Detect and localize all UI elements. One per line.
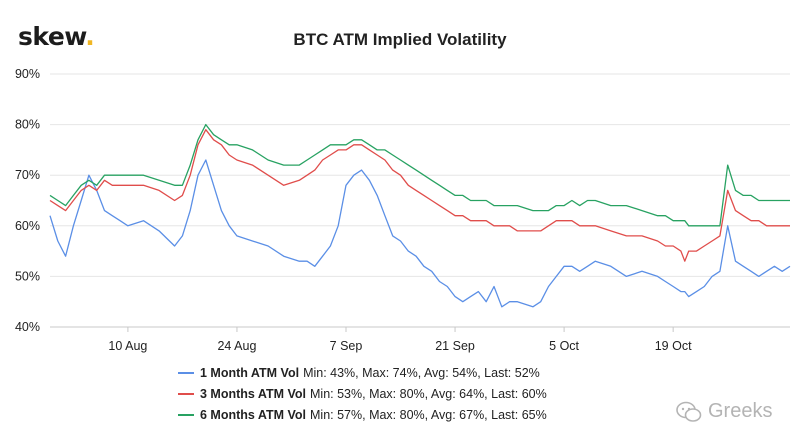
legend-line-swatch: [178, 392, 194, 395]
chart-plot: 40% 50% 60% 70% 80% 90% 10 Aug 24 Aug 7 Sep 21 Se…: [15, 67, 791, 353]
y-tick-label: 80%: [15, 118, 40, 132]
y-tick-label: 40%: [15, 320, 40, 334]
skew-logo: skew.: [18, 22, 95, 51]
series-line-3: [49, 123, 790, 227]
legend-line-swatch: [178, 371, 194, 374]
wechat-icon: [676, 401, 702, 422]
grid-layer: [50, 73, 790, 328]
legend-item[interactable]: 6 Months ATM Vol Min: 57%, Max: 80%, Avg:…: [178, 404, 547, 425]
x-tick-label: 19 Oct: [655, 339, 692, 353]
logo-dot: .: [85, 22, 95, 51]
y-tick-label: 90%: [15, 67, 40, 81]
series-layer: [49, 123, 791, 308]
watermark: Greeks: [676, 400, 772, 423]
legend-series-name: 6 Months ATM Vol: [200, 407, 307, 422]
x-tick-label: 7 Sep: [330, 339, 363, 353]
axis-layer: 40% 50% 60% 70% 80% 90% 10 Aug 24 Aug 7 Sep 21 Se…: [15, 67, 790, 353]
y-tick-label: 60%: [15, 219, 40, 233]
chart-title: BTC ATM Implied Volatility: [293, 30, 507, 49]
x-tick-label: 10 Aug: [108, 339, 147, 353]
legend-series-name: 3 Months ATM Vol: [200, 386, 307, 401]
legend-item[interactable]: 3 Months ATM Vol Min: 53%, Max: 80%, Avg:…: [178, 383, 547, 404]
legend-series-stats: Min: 53%, Max: 80%, Avg: 64%, Last: 60%: [310, 386, 547, 401]
chart-legend: 1 Month ATM Vol Min: 43%, Max: 74%, Avg: …: [178, 362, 547, 425]
series-line-2: [49, 129, 790, 262]
x-tick-label: 21 Sep: [435, 339, 475, 353]
y-tick-label: 50%: [15, 269, 40, 283]
x-tick-label: 5 Oct: [549, 339, 579, 353]
legend-series-stats: Min: 43%, Max: 74%, Avg: 54%, Last: 52%: [303, 365, 540, 380]
y-tick-label: 70%: [15, 168, 40, 182]
legend-line-swatch: [178, 413, 194, 416]
legend-series-stats: Min: 57%, Max: 80%, Avg: 67%, Last: 65%: [310, 407, 547, 422]
legend-item[interactable]: 1 Month ATM Vol Min: 43%, Max: 74%, Avg: …: [178, 362, 547, 383]
series-line-1: [49, 159, 791, 308]
x-tick-label: 24 Aug: [217, 339, 256, 353]
watermark-text: Greeks: [708, 400, 773, 422]
legend-series-name: 1 Month ATM Vol: [200, 365, 300, 380]
